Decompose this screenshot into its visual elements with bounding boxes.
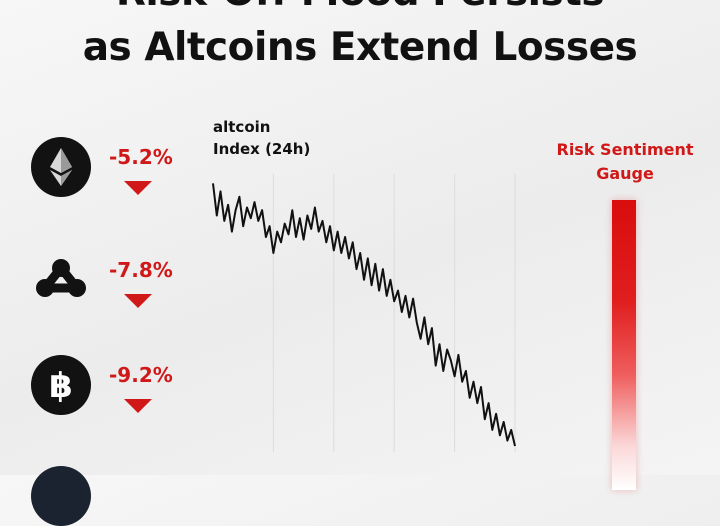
risk-gauge-bar: [612, 200, 636, 490]
down-arrow-icon: [124, 294, 152, 308]
chart-series: [212, 183, 516, 447]
coin-row-xrp: -7.8%: [31, 250, 201, 314]
headline-line-2: as Altcoins Extend Losses: [82, 25, 638, 70]
series-line-0: [212, 183, 516, 447]
altcoin-index-chart: [212, 174, 516, 452]
chart-title: altcoin Index (24h): [213, 116, 310, 160]
chart-grid: [272, 174, 516, 452]
coin-change-ethereum: -5.2%: [109, 145, 173, 169]
coin-row-bitcoin: ฿ -9.2%: [31, 355, 201, 419]
svg-text:฿: ฿: [49, 366, 73, 406]
chart-title-line-2: Index (24h): [213, 140, 311, 158]
gauge-title-line-2: Gauge: [596, 164, 654, 183]
coin-change-bitcoin: -9.2%: [109, 363, 173, 387]
down-arrow-icon: [124, 181, 152, 195]
xrp-icon: [31, 250, 91, 310]
coin-row-ethereum: -5.2%: [31, 137, 201, 201]
ethereum-icon: [31, 137, 91, 197]
bitcoin-icon: ฿: [31, 355, 91, 415]
chart-title-line-1: altcoin: [213, 118, 271, 136]
coin-change-xrp: -7.8%: [109, 258, 173, 282]
gauge-title: Risk Sentiment Gauge: [540, 138, 710, 186]
down-arrow-icon: [124, 399, 152, 413]
headline-line-1: Risk-Off Mood Persists: [0, 0, 720, 15]
gauge-title-line-1: Risk Sentiment: [556, 140, 694, 159]
coin-logo-partial: [31, 466, 91, 526]
